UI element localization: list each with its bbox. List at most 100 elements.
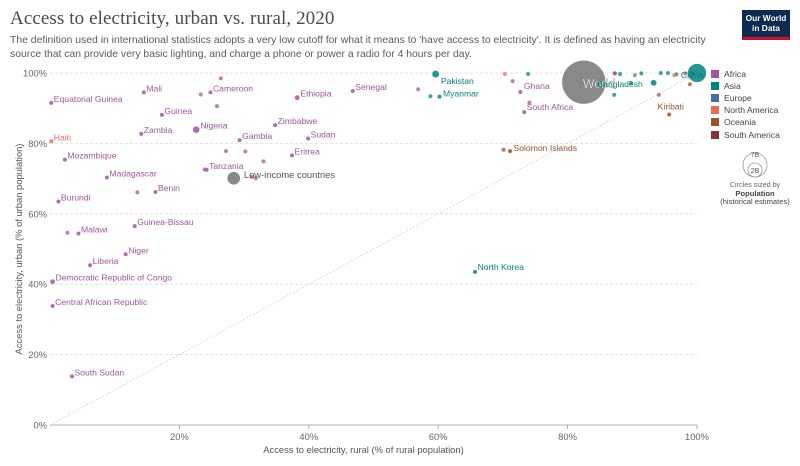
legend-item-europe[interactable]: Europe — [711, 92, 796, 104]
label-sudan: Sudan — [311, 129, 336, 139]
label-ethiopia: Ethiopia — [300, 89, 331, 99]
legend-item-africa[interactable]: Africa — [711, 68, 796, 80]
data-point — [656, 92, 661, 97]
x-axis-label: Access to electricity, rural (% of rural… — [263, 444, 463, 455]
point-benin — [153, 189, 158, 194]
y-tick-label: 60% — [28, 208, 47, 219]
chart-subtitle: The definition used in international sta… — [10, 35, 706, 60]
point-zambia — [139, 131, 144, 136]
data-point — [261, 159, 266, 164]
chart-title: Access to electricity, urban vs. rural, … — [10, 8, 335, 29]
label-haiti: Haiti — [54, 132, 71, 142]
size-label-large: 7B — [751, 152, 760, 159]
y-tick-label: 20% — [28, 349, 47, 360]
point-south-africa — [522, 110, 527, 115]
data-point — [416, 87, 421, 92]
point-mozambique — [62, 157, 67, 162]
label-niger: Niger — [128, 245, 149, 255]
point-low-income-countries — [226, 171, 241, 186]
point-sudan — [306, 136, 311, 141]
legend-label-asia: Asia — [724, 81, 741, 92]
label-china: China — [681, 70, 704, 80]
label-north-korea: North Korea — [478, 262, 525, 272]
label-liberia: Liberia — [93, 256, 119, 266]
y-tick-label: 100% — [23, 68, 47, 79]
point-eritrea — [289, 153, 294, 158]
data-point — [135, 190, 140, 195]
owid-logo[interactable]: Our World in Data — [742, 10, 790, 40]
label-myanmar: Myanmar — [443, 89, 479, 99]
point-bangladesh — [650, 79, 658, 87]
data-point — [510, 79, 515, 84]
label-senegal: Senegal — [355, 82, 387, 92]
point-pakistan — [431, 69, 440, 79]
label-ghana: Ghana — [524, 81, 550, 91]
data-point — [243, 149, 248, 154]
label-malawi: Malawi — [81, 225, 108, 235]
point-burundi — [56, 199, 61, 204]
label-gambia: Gambia — [242, 131, 272, 141]
y-tick-label: 80% — [28, 138, 47, 149]
x-tick-label: 80% — [558, 431, 577, 442]
point-malawi — [76, 231, 81, 236]
data-point — [665, 71, 670, 75]
label-kiribati: Kiribati — [658, 102, 684, 112]
point-world — [561, 59, 607, 105]
legend-swatch-oceania — [711, 118, 719, 127]
legend-label-south-america: South America — [724, 129, 780, 140]
point-democratic-republic-of-congo — [50, 279, 55, 285]
label-pakistan: Pakistan — [441, 76, 474, 86]
point-mali — [141, 90, 146, 95]
label-eritrea: Eritrea — [294, 146, 320, 156]
size-caption-2: (historical estimates) — [720, 197, 790, 206]
label-bangladesh: Bangladesh — [597, 79, 643, 89]
legend-swatch-north-america — [711, 106, 719, 115]
legend-item-south-america[interactable]: South America — [711, 128, 796, 140]
label-south-sudan: South Sudan — [74, 367, 124, 377]
region-legend: Africa Asia Europe North America Oceania… — [711, 68, 796, 141]
legend-item-oceania[interactable]: Oceania — [711, 116, 796, 128]
size-caption: Circles sized by — [729, 180, 781, 189]
label-democratic-republic-of-congo: Democratic Republic of Congo — [55, 273, 172, 283]
point-senegal — [350, 88, 355, 93]
label-south-africa: South Africa — [527, 102, 574, 112]
data-point — [632, 73, 637, 78]
label-madagascar: Madagascar — [109, 169, 156, 179]
point-north-korea — [473, 269, 478, 274]
data-point — [639, 71, 644, 76]
point-haiti — [49, 139, 54, 144]
data-point — [214, 104, 219, 109]
legend-item-asia[interactable]: Asia — [711, 80, 796, 92]
x-tick-label: 100% — [685, 431, 709, 442]
size-circle-small — [747, 162, 763, 178]
point-cameroon — [208, 90, 213, 95]
data-point — [612, 92, 617, 97]
x-tick-label: 40% — [299, 431, 318, 442]
y-tick-label: 40% — [28, 279, 47, 290]
label-zimbabwe: Zimbabwe — [278, 116, 318, 126]
data-point — [658, 71, 663, 75]
point-myanmar — [437, 94, 442, 99]
logo-line-1: Our World — [745, 13, 787, 23]
data-point — [501, 147, 506, 152]
size-legend-circles: 7B 2B — [742, 152, 768, 178]
data-point — [672, 73, 677, 78]
point-ghana — [518, 90, 523, 95]
data-point — [223, 149, 228, 154]
data-point — [218, 76, 223, 81]
point-niger — [123, 252, 128, 257]
size-legend: 7B 2B Circles sized by Population (histo… — [720, 148, 790, 207]
point-zimbabwe — [273, 123, 278, 128]
label-benin: Benin — [158, 183, 180, 193]
x-tick-label: 60% — [429, 431, 448, 442]
label-burundi: Burundi — [61, 192, 91, 202]
label-world: World — [583, 77, 615, 91]
point-guinea — [159, 112, 164, 117]
point-kiribati — [667, 112, 672, 117]
data-point — [687, 82, 692, 87]
point-liberia — [88, 263, 93, 268]
x-tick-label: 20% — [170, 431, 189, 442]
point-china — [687, 63, 707, 83]
legend-item-north-america[interactable]: North America — [711, 104, 796, 116]
point-central-african-republic — [50, 304, 55, 309]
